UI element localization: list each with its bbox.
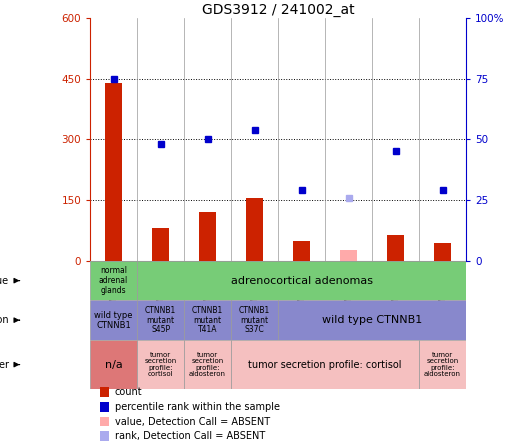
Text: CTNNB1
mutant
T41A: CTNNB1 mutant T41A <box>192 306 223 334</box>
Text: tumor secretion profile: cortisol: tumor secretion profile: cortisol <box>248 360 402 369</box>
Bar <box>199 212 216 261</box>
Bar <box>99 416 109 427</box>
Text: normal
adrenal
glands: normal adrenal glands <box>99 266 128 295</box>
Bar <box>137 301 184 340</box>
Text: rank, Detection Call = ABSENT: rank, Detection Call = ABSENT <box>114 431 265 441</box>
Text: wild type CTNNB1: wild type CTNNB1 <box>322 315 422 325</box>
Bar <box>294 241 310 261</box>
Text: wild type
CTNNB1: wild type CTNNB1 <box>94 311 133 329</box>
Text: adrenocortical adenomas: adrenocortical adenomas <box>231 276 372 285</box>
Text: CTNNB1
mutant
S37C: CTNNB1 mutant S37C <box>239 306 270 334</box>
Text: other: other <box>0 360 9 369</box>
Bar <box>246 198 263 261</box>
Bar <box>184 301 231 340</box>
Text: tissue: tissue <box>0 276 9 285</box>
Bar <box>419 340 466 389</box>
Bar <box>137 340 184 389</box>
Bar <box>152 229 169 261</box>
Text: value, Detection Call = ABSENT: value, Detection Call = ABSENT <box>114 416 270 427</box>
Text: count: count <box>114 387 142 397</box>
Text: tumor
secretion
profile:
aldosteron: tumor secretion profile: aldosteron <box>189 352 226 377</box>
Title: GDS3912 / 241002_at: GDS3912 / 241002_at <box>202 3 354 17</box>
Bar <box>99 402 109 412</box>
Bar <box>90 340 137 389</box>
Bar <box>99 387 109 397</box>
Text: tumor
secretion
profile:
aldosteron: tumor secretion profile: aldosteron <box>424 352 461 377</box>
Bar <box>90 261 137 301</box>
Bar <box>106 83 122 261</box>
Bar <box>231 340 419 389</box>
Text: genotype/variation: genotype/variation <box>0 315 9 325</box>
Text: n/a: n/a <box>105 360 123 369</box>
Bar <box>99 431 109 441</box>
Text: percentile rank within the sample: percentile rank within the sample <box>114 402 280 412</box>
Text: tumor
secretion
profile:
cortisol: tumor secretion profile: cortisol <box>145 352 177 377</box>
Bar <box>278 301 466 340</box>
Bar <box>184 340 231 389</box>
Bar <box>434 243 451 261</box>
Bar <box>137 261 466 301</box>
Bar <box>90 301 137 340</box>
Bar <box>340 250 357 261</box>
Bar <box>231 301 278 340</box>
Bar <box>387 234 404 261</box>
Text: CTNNB1
mutant
S45P: CTNNB1 mutant S45P <box>145 306 176 334</box>
